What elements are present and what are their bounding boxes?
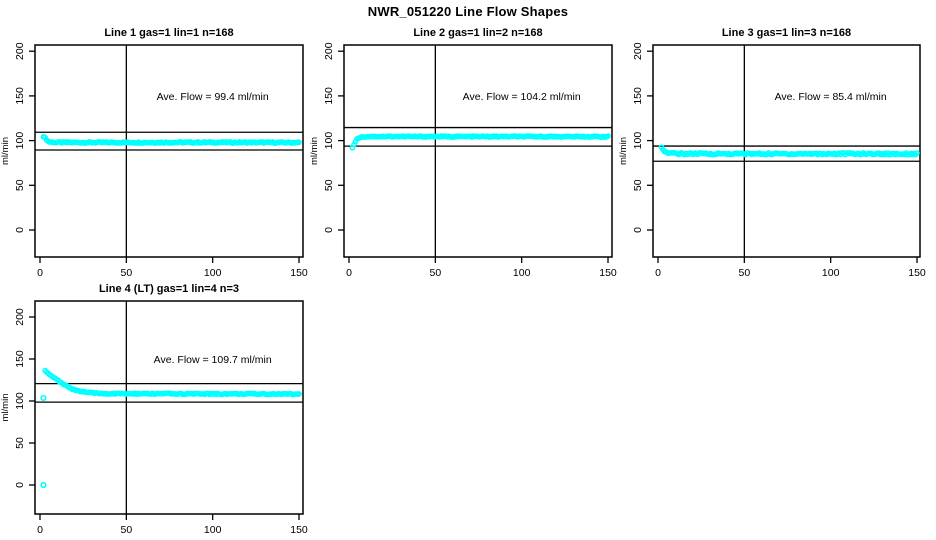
x-tick-label: 100 (204, 524, 222, 536)
data-point (605, 133, 611, 140)
plot-box (652, 44, 921, 258)
x-tick-label: 150 (599, 267, 617, 279)
y-tick-label: 0 (632, 227, 644, 233)
y-axis-label: ml/min (0, 394, 11, 422)
y-tick-label: 200 (14, 42, 26, 60)
y-tick-label: 200 (14, 308, 26, 326)
ave-flow-annotation: Ave. Flow = 99.4 ml/min (157, 91, 269, 103)
plot-box (343, 44, 613, 258)
data-series (40, 367, 302, 489)
y-tick-label: 100 (14, 392, 26, 410)
outlier-data-point (40, 394, 47, 402)
subplot-line-1: 0 50 100 150 0 50 100 150 200 ml/min Line 1 gas=1 … (0, 27, 308, 279)
y-tick-label: 150 (323, 87, 335, 105)
y-tick-label: 100 (632, 132, 644, 150)
x-tick-label: 150 (290, 267, 308, 279)
subplot-line-2: 0 50 100 150 0 50 100 150 200 ml/min Line 2 gas=1 … (309, 27, 617, 279)
y-axis-label: ml/min (309, 137, 320, 165)
y-axis-label: ml/min (0, 137, 11, 165)
x-tick-label: 0 (655, 267, 661, 279)
y-tick-label: 0 (14, 482, 26, 488)
x-tick-label: 0 (37, 524, 43, 536)
y-tick-label: 50 (632, 179, 644, 191)
y-tick-label: 0 (323, 227, 335, 233)
ave-flow-annotation: Ave. Flow = 109.7 ml/min (154, 354, 272, 366)
y-tick-label: 200 (323, 42, 335, 60)
y-axis-label: ml/min (618, 137, 629, 165)
x-tick-label: 150 (290, 524, 308, 536)
figure-title: NWR_051220 Line Flow Shapes (367, 4, 569, 19)
data-point (296, 391, 302, 397)
y-tick-label: 150 (14, 87, 26, 105)
plot-box (34, 300, 304, 515)
y-tick-label: 100 (14, 132, 26, 150)
data-point (914, 150, 920, 156)
y-tick-label: 150 (14, 350, 26, 368)
y-tick-label: 50 (14, 437, 26, 449)
y-tick-label: 100 (323, 132, 335, 150)
ave-flow-annotation: Ave. Flow = 104.2 ml/min (463, 91, 581, 103)
plot-box (34, 44, 304, 258)
subplot-title: Line 1 gas=1 lin=1 n=168 (104, 27, 233, 39)
subplot-title: Line 4 (LT) gas=1 lin=4 n=3 (99, 283, 239, 295)
y-tick-label: 150 (632, 87, 644, 105)
x-tick-label: 150 (908, 267, 926, 279)
data-point (296, 139, 302, 146)
x-tick-label: 50 (120, 267, 132, 279)
data-series (658, 144, 920, 158)
x-tick-label: 50 (738, 267, 750, 279)
x-tick-label: 100 (204, 267, 222, 279)
y-tick-label: 50 (323, 179, 335, 191)
x-tick-label: 50 (120, 524, 132, 536)
x-tick-label: 100 (513, 267, 531, 279)
y-tick-label: 50 (14, 179, 26, 191)
subplot-title: Line 2 gas=1 lin=2 n=168 (413, 27, 542, 39)
subplot-line-3: 0 50 100 150 0 50 100 150 200 ml/min Line 3 gas=1 … (618, 27, 926, 279)
y-tick-label: 200 (632, 42, 644, 60)
y-tick-label: 0 (14, 227, 26, 233)
data-series (349, 133, 611, 151)
outlier-data-point (40, 481, 47, 489)
subplot-title: Line 3 gas=1 lin=3 n=168 (722, 27, 851, 39)
x-tick-label: 50 (429, 267, 441, 279)
x-tick-label: 0 (346, 267, 352, 279)
x-tick-label: 100 (822, 267, 840, 279)
ave-flow-annotation: Ave. Flow = 85.4 ml/min (775, 91, 887, 103)
data-series (40, 133, 302, 146)
subplot-line-4-lt: 0 50 100 150 0 50 100 150 200 ml/min Line 4 (LT) g… (0, 283, 308, 536)
x-tick-label: 0 (37, 267, 43, 279)
